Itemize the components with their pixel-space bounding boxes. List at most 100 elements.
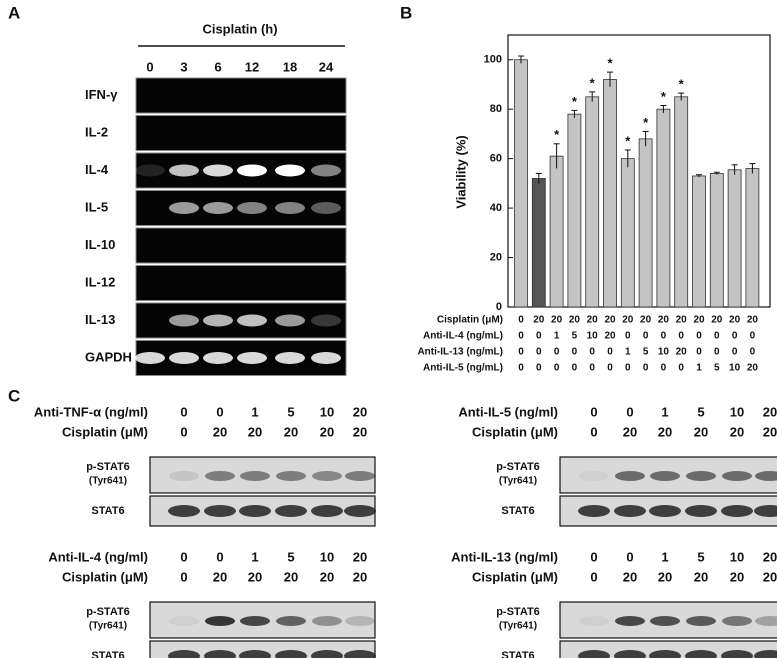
condition-value: 0 xyxy=(678,331,684,342)
dose-value: 0 xyxy=(180,549,187,564)
gel-band xyxy=(203,314,233,327)
blot-band xyxy=(276,471,306,481)
cisplatin-value: 20 xyxy=(213,424,227,439)
blot-band xyxy=(721,650,753,658)
significance: * xyxy=(643,115,649,130)
condition-value: 0 xyxy=(536,347,542,358)
condition-value: 20 xyxy=(676,347,688,358)
condition-value: 20 xyxy=(676,315,688,326)
gel-band xyxy=(169,202,199,214)
panel-label: B xyxy=(400,3,412,22)
cisplatin-label: Cisplatin (μM) xyxy=(472,424,558,439)
dose-value: 5 xyxy=(697,549,704,564)
dose-value: 5 xyxy=(287,404,294,419)
blot-band xyxy=(169,616,199,626)
condition-value: 10 xyxy=(729,363,741,374)
cisplatin-value: 20 xyxy=(284,569,298,584)
cisplatin-value: 20 xyxy=(248,424,262,439)
dose-value: 0 xyxy=(590,404,597,419)
condition-value: 10 xyxy=(587,331,599,342)
bar xyxy=(514,59,528,308)
condition-value: 0 xyxy=(554,347,560,358)
condition-value: 0 xyxy=(518,363,524,374)
condition-value: 0 xyxy=(607,347,613,358)
dose-value: 0 xyxy=(626,404,633,419)
condition-value: 20 xyxy=(658,315,670,326)
gel-band xyxy=(311,314,341,327)
blot-band xyxy=(312,471,342,481)
blot-band xyxy=(311,505,343,517)
cisplatin-value: 20 xyxy=(320,424,334,439)
blot-band xyxy=(615,616,645,626)
treatment-label: Anti-IL-13 (ng/ml) xyxy=(451,549,558,564)
blot-band xyxy=(275,650,307,658)
y-tick-label: 0 xyxy=(496,301,502,313)
lane-label: 12 xyxy=(245,59,259,74)
condition-value: 20 xyxy=(604,315,616,326)
dose-value: 10 xyxy=(320,404,334,419)
dose-value: 0 xyxy=(626,549,633,564)
cisplatin-label: Cisplatin (μM) xyxy=(62,424,148,439)
blot-band xyxy=(168,505,200,517)
condition-value: 0 xyxy=(572,363,578,374)
treatment-label: Anti-TNF-α (ng/ml) xyxy=(34,404,148,419)
band-label: (Tyr641) xyxy=(89,476,127,487)
row-label: IL-5 xyxy=(85,199,108,214)
condition-value: 0 xyxy=(661,363,667,374)
dose-value: 0 xyxy=(216,549,223,564)
gel-band xyxy=(237,164,267,177)
band-label: p-STAT6 xyxy=(86,461,130,473)
band-label: (Tyr641) xyxy=(499,476,537,487)
condition-value: 20 xyxy=(747,363,759,374)
blot-band xyxy=(578,650,610,658)
band-label: STAT6 xyxy=(501,650,534,658)
cisplatin-label: Cisplatin (μM) xyxy=(472,569,558,584)
gel-band xyxy=(275,314,305,327)
bar xyxy=(567,113,582,308)
bar xyxy=(709,173,724,308)
dose-value: 5 xyxy=(287,549,294,564)
blot-band xyxy=(650,616,680,626)
blot-band xyxy=(239,505,271,517)
blot-band xyxy=(240,616,270,626)
gel-title: Cisplatin (h) xyxy=(202,21,277,36)
condition-value: 5 xyxy=(714,363,720,374)
row-label: IL-13 xyxy=(85,312,115,327)
condition-value: 0 xyxy=(714,331,720,342)
condition-value: 1 xyxy=(554,331,560,342)
condition-value: 20 xyxy=(711,315,723,326)
dose-value: 1 xyxy=(251,549,258,564)
blot-band xyxy=(649,505,681,517)
condition-value: 0 xyxy=(536,331,542,342)
cisplatin-value: 20 xyxy=(353,424,367,439)
dose-value: 10 xyxy=(730,404,744,419)
condition-label: Anti-IL-13 (ng/mL) xyxy=(417,347,503,358)
blot-band xyxy=(311,650,343,658)
gel-band xyxy=(311,202,341,214)
blot-band xyxy=(722,471,752,481)
gel-band xyxy=(237,352,267,364)
lane-label: 6 xyxy=(214,59,221,74)
cisplatin-value: 20 xyxy=(658,569,672,584)
blot-band xyxy=(754,650,777,658)
gel-band xyxy=(311,352,341,364)
condition-value: 0 xyxy=(607,363,613,374)
lane-label: 0 xyxy=(146,59,153,74)
bar xyxy=(585,96,600,308)
dose-value: 20 xyxy=(353,404,367,419)
blot-band xyxy=(205,616,235,626)
dose-value: 10 xyxy=(730,549,744,564)
blot-band xyxy=(239,650,271,658)
blot-band xyxy=(344,505,376,517)
blot-band xyxy=(344,650,376,658)
row-label: IFN-γ xyxy=(85,87,118,102)
significance: * xyxy=(554,127,560,142)
blot-band xyxy=(345,471,375,481)
blot-band xyxy=(649,650,681,658)
dose-value: 20 xyxy=(763,404,777,419)
blot-band xyxy=(312,616,342,626)
cisplatin-value: 20 xyxy=(320,569,334,584)
condition-value: 0 xyxy=(750,331,756,342)
y-tick-label: 40 xyxy=(490,202,502,214)
condition-value: 20 xyxy=(622,315,634,326)
